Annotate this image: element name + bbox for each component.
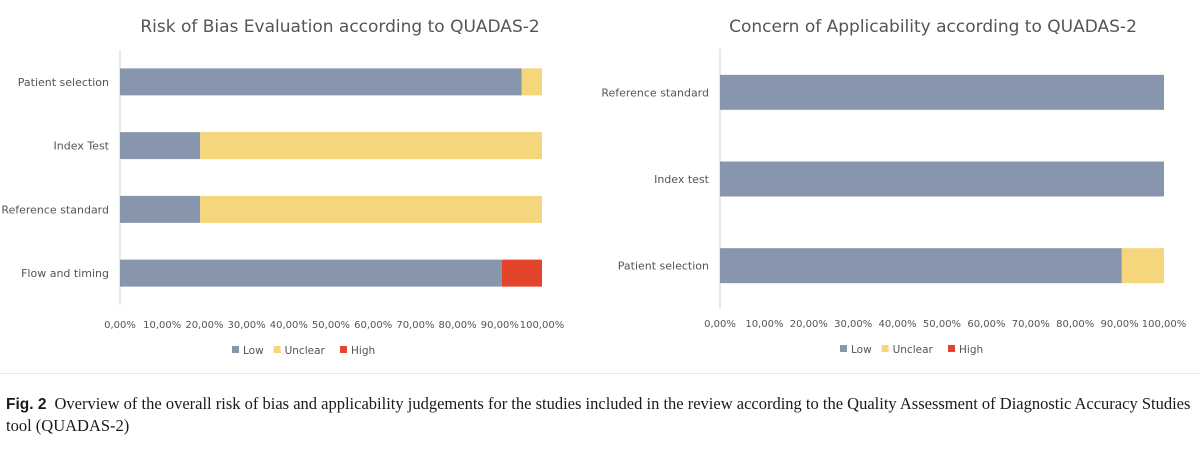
rob-category-label: Flow and timing [21,267,109,280]
rob-bar-low [120,68,522,96]
rob-category-label: Patient selection [18,76,109,89]
app-x-tick-label: 70,00% [1012,319,1050,330]
rob-legend-label: Unclear [285,345,326,357]
rob-x-tick-label: 60,00% [354,320,392,331]
rob-x-tick-label: 20,00% [185,320,223,331]
app-legend-label: Unclear [893,344,934,356]
rob-x-tick-label: 50,00% [312,320,350,331]
caption-text: Overview of the overall risk of bias and… [6,394,1191,435]
rob-bar-low [120,195,201,223]
figure-caption: Fig. 2 Overview of the overall risk of bi… [6,393,1194,436]
rob-bar-low [120,132,201,160]
app-x-tick-label: 80,00% [1056,319,1094,330]
rob-bar-high [501,259,542,287]
app-x-tick-label: 0,00% [704,319,736,330]
app-x-tick-label: 60,00% [967,319,1005,330]
rob-legend-swatch-unclear [273,346,281,353]
rob-x-tick-label: 30,00% [228,320,266,331]
app-legend-label: High [959,344,983,356]
app-x-tick-label: 10,00% [745,319,783,330]
app-legend-label: Low [851,344,872,356]
rob-legend-label: Low [243,345,264,357]
app-bar-unclear [1121,248,1164,284]
app-bar-low [720,74,1164,110]
figure-divider [0,373,1200,374]
app-x-tick-label: 40,00% [879,319,917,330]
rob-legend-swatch-low [232,346,239,353]
app-x-tick-label: 30,00% [834,319,872,330]
rob-bar-unclear [200,132,542,160]
rob-chart-title: Risk of Bias Evaluation according to QUA… [140,17,539,37]
app-x-tick-label: 100,00% [1142,319,1187,330]
app-legend-swatch-low [840,345,847,352]
rob-x-tick-label: 40,00% [270,320,308,331]
figure-label: Fig. 2 [6,396,47,413]
rob-x-tick-label: 10,00% [143,320,181,331]
rob-bar-unclear [521,68,542,96]
app-x-tick-label: 90,00% [1101,319,1139,330]
app-legend-swatch-high [948,345,955,352]
app-chart-title: Concern of Applicability according to QU… [729,17,1137,37]
app-bar-low [720,161,1164,197]
rob-x-tick-label: 90,00% [481,320,519,331]
applicability-chart: Concern of Applicability according to QU… [600,0,1200,372]
rob-legend-swatch-high [340,346,347,353]
rob-bar-low [120,259,502,287]
rob-legend-label: High [351,345,375,357]
rob-x-tick-label: 70,00% [396,320,434,331]
app-x-tick-label: 50,00% [923,319,961,330]
risk-of-bias-chart: Risk of Bias Evaluation according to QUA… [0,0,590,372]
risk-of-bias-chart-svg: Risk of Bias Evaluation according to QUA… [1,17,565,357]
app-legend-swatch-unclear [881,345,889,352]
rob-x-tick-label: 80,00% [439,320,477,331]
rob-x-tick-label: 0,00% [104,320,136,331]
app-category-label: Index test [654,173,710,186]
rob-category-label: Reference standard [1,203,109,216]
app-x-tick-label: 20,00% [790,319,828,330]
app-category-label: Patient selection [618,260,709,273]
applicability-chart-svg: Concern of Applicability according to QU… [601,17,1187,356]
rob-bar-unclear [200,195,542,223]
rob-x-tick-label: 100,00% [520,320,565,331]
rob-category-label: Index Test [54,140,110,153]
app-bar-low [720,248,1122,284]
app-category-label: Reference standard [601,86,709,99]
